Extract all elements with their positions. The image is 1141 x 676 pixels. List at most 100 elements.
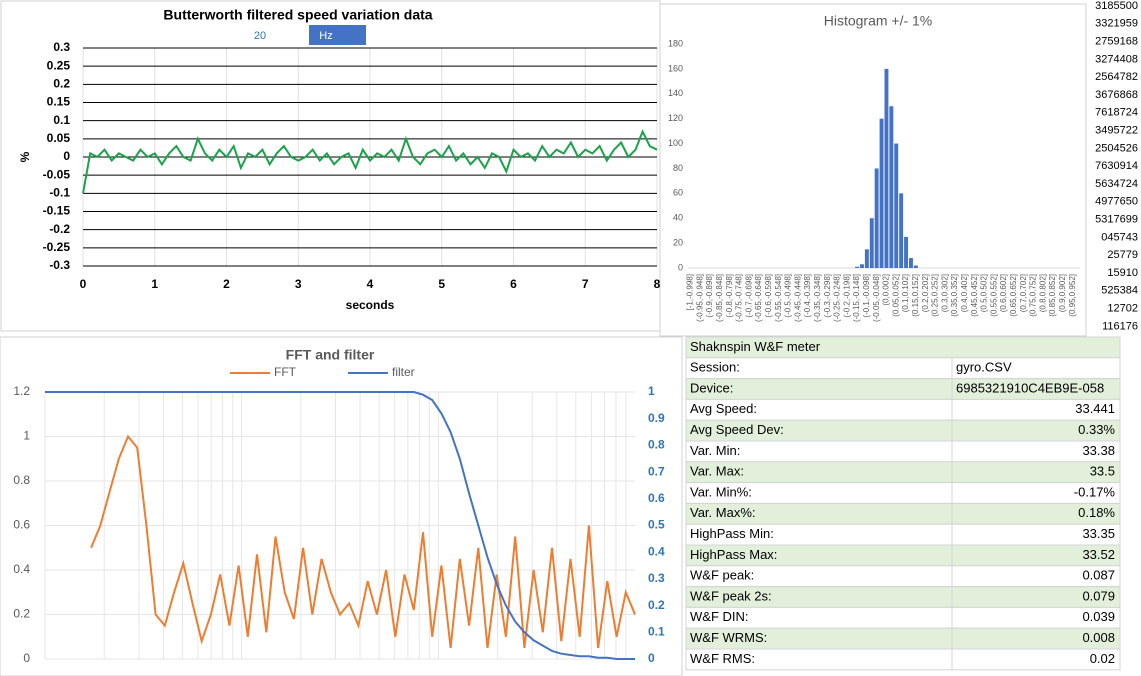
y-tick-label: 0.4 (13, 562, 30, 576)
chart-frame (659, 3, 1087, 337)
bar (899, 193, 904, 268)
y-tick-label: 1.2 (13, 384, 30, 398)
row-label: Session: (690, 360, 740, 375)
x-tick-label: (-0.55,-0.548] (774, 274, 783, 322)
sheet-cell: 2564782 (1095, 71, 1138, 83)
row-label: W&F DIN: (690, 609, 749, 624)
row-label: W&F RMS: (690, 651, 755, 666)
x-tick-label: (-0.3,-0.298] (823, 274, 832, 318)
control-button[interactable] (309, 25, 366, 45)
row-label: Var. Min: (690, 443, 740, 458)
y2-tick-label: 0.8 (648, 438, 665, 452)
x-tick-label: (0.05,0.052] (891, 274, 900, 317)
x-tick-label: (-0.65,-0.648] (754, 274, 763, 322)
sheet-cell: 12702 (1107, 303, 1138, 315)
y-tick-label: 60 (673, 188, 683, 198)
row-value: 0.33% (1078, 422, 1115, 437)
y-tick-label: 0.8 (13, 473, 30, 487)
sheet-cell: 2759168 (1095, 36, 1138, 48)
bar (879, 118, 884, 269)
row-value: 0.18% (1078, 505, 1115, 520)
x-tick-label: (0.65,0.652] (1009, 274, 1018, 317)
bar (894, 143, 899, 268)
y2-tick-label: 0.1 (648, 624, 665, 638)
x-tick-label: (-0.45,-0.448] (793, 274, 802, 322)
y-tick-label: 1 (23, 429, 30, 443)
bar (889, 106, 894, 268)
x-tick-label: (0.1,0.102] (901, 274, 910, 312)
bar (855, 266, 860, 268)
y-tick-label: 0.25 (47, 58, 71, 72)
y-tick-label: 40 (673, 213, 683, 223)
y2-tick-label: 0.6 (648, 491, 665, 505)
y-tick-label: 140 (668, 88, 683, 98)
sheet-cell: 3274408 (1095, 53, 1138, 65)
bar (874, 168, 879, 268)
table-row (685, 357, 1121, 380)
chart-title: Butterworth filtered speed variation dat… (163, 7, 432, 23)
sheet-cell: 045743 (1101, 231, 1138, 243)
row-value: 6985321910C4EB9E-058 (956, 380, 1104, 395)
y2-tick-label: 0 (648, 651, 655, 665)
row-label: HighPass Max: (690, 547, 777, 562)
x-tick-label: (-0.8,-0.798] (725, 274, 734, 318)
table-row (685, 440, 1121, 463)
x-tick-label: (0.15,0.152] (911, 274, 920, 317)
x-tick-label: 7 (582, 277, 589, 291)
row-label: Avg Speed: (690, 401, 757, 416)
x-tick-label: (0.7,0.702] (1019, 274, 1028, 312)
x-tick-label: (0.9,0.902] (1058, 274, 1067, 312)
x-tick-label: (0.75,0.752] (1029, 274, 1038, 317)
x-tick-label: 8 (654, 277, 661, 291)
sheet-cell: 3321959 (1095, 18, 1138, 30)
row-label: Var. Max%: (690, 505, 756, 520)
x-tick-label: (0.4,0.402] (960, 274, 969, 312)
y-tick-label: 0 (63, 149, 70, 163)
x-tick-label: 5 (438, 277, 445, 291)
x-tick-label: (0.2,0.202] (921, 274, 930, 312)
chart-title: FFT and filter (286, 347, 375, 363)
x-axis-label: seconds (346, 298, 395, 312)
row-value: 33.441 (1075, 401, 1115, 416)
x-tick-label: 0 (80, 277, 87, 291)
y-tick-label: 20 (673, 237, 683, 247)
x-tick-label: (0.85,0.852] (1048, 274, 1057, 317)
y2-tick-label: 0.7 (648, 464, 665, 478)
sheet-cell: 2504526 (1095, 142, 1138, 154)
y-tick-label: 100 (668, 138, 683, 148)
y-tick-label: -0.3 (49, 258, 70, 272)
data-line (90, 434, 636, 649)
x-tick-label: [-1,-0.998] (686, 274, 695, 310)
x-tick-label: 1 (151, 277, 158, 291)
sheet-cell: 5317699 (1095, 214, 1138, 226)
y-tick-label: 0.3 (53, 40, 70, 54)
table-row (685, 461, 1121, 484)
y-tick-label: 0.2 (13, 607, 30, 621)
bar (884, 68, 889, 268)
sheet-cell: 3495722 (1095, 125, 1138, 137)
x-tick-label: (-0.35,-0.348] (813, 274, 822, 322)
control-value: 20 (254, 30, 266, 42)
y-tick-label: 0.2 (53, 77, 70, 91)
y-tick-label: 120 (668, 113, 683, 123)
row-label: Var. Min%: (690, 484, 752, 499)
x-tick-label: 3 (295, 277, 302, 291)
x-tick-label: (-0.1,-0.098] (862, 274, 871, 318)
bar (869, 218, 874, 268)
x-tick-label: (0,0.002] (882, 274, 891, 306)
x-tick-label: (-0.25,-0.248] (833, 274, 842, 322)
row-label: Device: (690, 380, 733, 395)
x-tick-label: (-0.5,-0.498] (784, 274, 793, 318)
y-tick-label: 0.15 (47, 95, 71, 109)
sheet-cell: 15910 (1107, 267, 1138, 279)
table-row (685, 606, 1121, 629)
y-tick-label: 180 (668, 38, 683, 48)
row-value: 0.02 (1090, 651, 1115, 666)
x-tick-label: (-0.2,-0.198] (842, 274, 851, 318)
row-value: gyro.CSV (956, 360, 1012, 375)
control-unit: Hz (319, 30, 332, 42)
x-tick-label: (0.25,0.252] (931, 274, 940, 317)
legend-label: FFT (274, 365, 297, 379)
legend-label: filter (392, 365, 415, 379)
